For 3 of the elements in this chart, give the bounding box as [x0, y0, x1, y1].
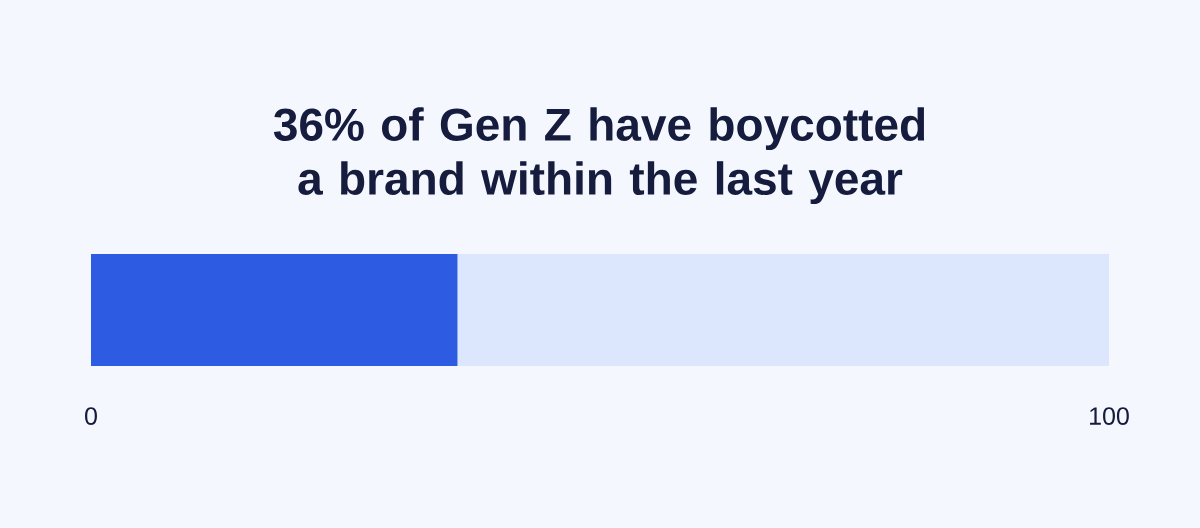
x-tick-label: 100 — [1090, 407, 1129, 425]
chart-title: 36% of Gen Z have boycotted a brand within the last year — [273, 107, 925, 205]
x-tick-label: 0 — [85, 407, 97, 425]
